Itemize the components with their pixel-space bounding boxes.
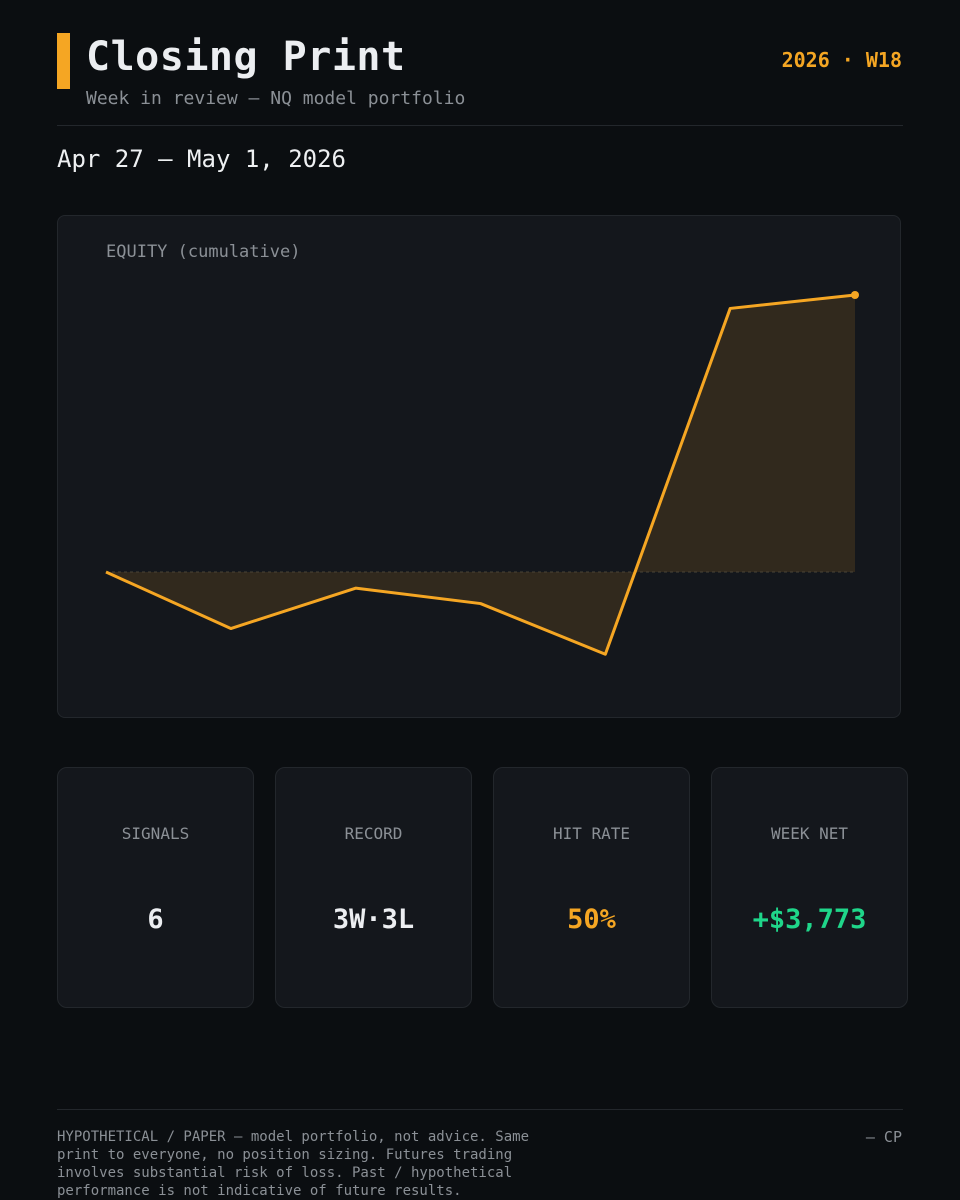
stat-label: WEEK NET [770, 824, 849, 843]
stat-label: RECORD [344, 824, 403, 843]
stat-card-signals: SIGNALS 6 [57, 767, 254, 1008]
equity-area-fill [106, 295, 855, 655]
week-tag: 2026 · W18 [781, 48, 902, 72]
disclaimer-text: HYPOTHETICAL / PAPER — model portfolio, … [57, 1129, 530, 1199]
chart-label: EQUITY (cumulative) [106, 242, 301, 262]
stat-label: SIGNALS [121, 824, 190, 843]
date-range: Apr 27 – May 1, 2026 [57, 145, 346, 173]
stat-value-week-net: +$3,773 [752, 904, 867, 935]
stat-value-signals: 6 [147, 904, 164, 935]
footer-divider [57, 1109, 903, 1110]
equity-chart-card: EQUITY (cumulative) [57, 215, 901, 718]
stat-value-record: 3W·3L [332, 904, 415, 935]
signature: — CP [865, 1128, 902, 1146]
equity-line [105, 293, 856, 656]
page-subtitle: Week in review — NQ model portfolio [86, 88, 466, 109]
stat-card-hit-rate: HIT RATE 50% [493, 767, 690, 1008]
stat-value-hit-rate: 50% [567, 904, 616, 935]
stat-card-week-net: WEEK NET +$3,773 [711, 767, 908, 1008]
page-title: Closing Print [86, 34, 406, 80]
equity-end-marker [851, 291, 859, 299]
header-divider [57, 125, 903, 126]
equity-chart [105, 291, 859, 656]
stat-label: HIT RATE [552, 824, 631, 843]
stat-card-record: RECORD 3W·3L [275, 767, 472, 1008]
brand-accent-bar [57, 33, 70, 89]
